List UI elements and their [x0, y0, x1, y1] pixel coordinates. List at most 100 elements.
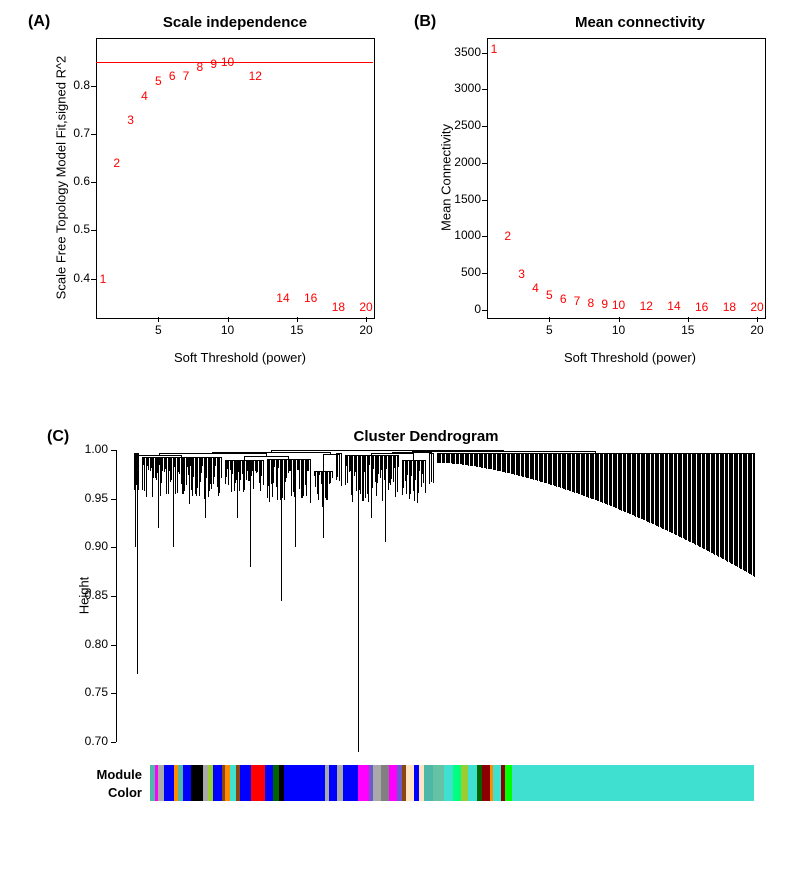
color-label: Color [82, 785, 142, 800]
data-point: 10 [221, 55, 234, 69]
data-point: 8 [197, 60, 204, 74]
panel-c-ytick [111, 693, 116, 694]
panel-c-ytick-label: 0.95 [74, 491, 108, 505]
y-tick-label: 0.6 [50, 174, 90, 188]
module-color-slice [381, 765, 389, 801]
panel-c-ytick-label: 1.00 [74, 442, 108, 456]
dendro-joiner-v [330, 452, 331, 454]
panel-c-ytick [111, 596, 116, 597]
dendro-joiner-h [212, 452, 330, 453]
dendro-joiner-h [412, 451, 596, 452]
module-label: Module [82, 767, 142, 782]
dendro-joiner-v [338, 454, 339, 455]
y-tick [482, 126, 487, 127]
module-color-slice [373, 765, 381, 801]
data-point: 9 [601, 297, 608, 311]
panel-b-title: Mean connectivity [560, 14, 720, 31]
module-color-slice [164, 765, 173, 801]
dendro-joiner-v [431, 452, 432, 453]
panel-b-xlabel: Soft Threshold (power) [560, 350, 700, 365]
data-point: 5 [546, 288, 553, 302]
y-tick [91, 182, 96, 183]
panel-c-ytick [111, 742, 116, 743]
x-tick-label: 15 [285, 323, 309, 337]
figure-root: (A) (B) (C) Scale independence Mean conn… [0, 0, 791, 870]
panel-c-ytick [111, 547, 116, 548]
y-tick [482, 89, 487, 90]
y-tick-label: 1500 [441, 192, 481, 206]
y-tick [482, 200, 487, 201]
data-point: 1 [100, 272, 107, 286]
y-tick-label: 2000 [441, 155, 481, 169]
module-color-slice [265, 765, 273, 801]
x-tick [158, 317, 159, 322]
dendro-leaf [754, 453, 755, 577]
dendro-joiner-h [159, 453, 266, 454]
data-point: 1 [491, 42, 498, 56]
panel-c-title: Cluster Dendrogram [316, 428, 536, 445]
x-tick [619, 317, 620, 322]
y-tick-label: 2500 [441, 118, 481, 132]
module-color-slice [493, 765, 501, 801]
dendro-leaf [138, 453, 139, 490]
y-tick-label: 0.8 [50, 78, 90, 92]
y-tick-label: 3000 [441, 81, 481, 95]
x-tick [228, 317, 229, 322]
module-color-slice [251, 765, 265, 801]
dendro-leaf [425, 460, 426, 493]
module-color-slice [389, 765, 397, 801]
dendro-joiner-h [323, 454, 338, 455]
dendro-joiner-v [413, 453, 414, 459]
dendro-joiner-h [392, 452, 430, 453]
data-point: 3 [518, 267, 525, 281]
x-tick [297, 317, 298, 322]
dendro-leaf [310, 459, 311, 503]
data-point: 8 [588, 296, 595, 310]
module-color-slice [482, 765, 490, 801]
y-tick [91, 279, 96, 280]
module-color-slice [433, 765, 444, 801]
y-tick [482, 236, 487, 237]
dendro-spike [385, 455, 386, 543]
y-tick [91, 230, 96, 231]
dendro-spike [371, 455, 372, 518]
module-color-slice [343, 765, 352, 801]
dendro-spike [237, 460, 238, 518]
panel-label-b: (B) [414, 13, 436, 31]
dendro-spike [205, 457, 206, 518]
data-point: 14 [276, 291, 289, 305]
dendro-joiner-h [371, 453, 413, 454]
dendro-spike [158, 457, 159, 528]
panel-c-ytick-label: 0.85 [74, 588, 108, 602]
y-tick-label: 1000 [441, 228, 481, 242]
dendro-leaf [341, 453, 342, 486]
dendro-leaf [332, 471, 333, 478]
data-point: 18 [723, 300, 736, 314]
data-point: 5 [155, 74, 162, 88]
panel-c-ytick-label: 0.75 [74, 685, 108, 699]
module-color-slice [284, 765, 325, 801]
dendro-joiner-v [323, 454, 324, 471]
x-tick [366, 317, 367, 322]
dendro-spike [358, 455, 359, 752]
data-point: 4 [532, 281, 539, 295]
dendro-joiner-v [503, 450, 504, 451]
dendro-spike [323, 471, 324, 537]
dendro-leaf [433, 453, 434, 483]
dendro-leaf [429, 453, 430, 484]
data-point: 2 [504, 229, 511, 243]
x-tick-label: 20 [745, 323, 769, 337]
dendro-spike [189, 457, 190, 504]
dendro-leaf [398, 455, 399, 467]
panel-label-a: (A) [28, 13, 50, 31]
panel-a-xlabel: Soft Threshold (power) [170, 350, 310, 365]
y-tick [482, 273, 487, 274]
x-tick-label: 5 [146, 323, 170, 337]
dendro-spike [137, 453, 138, 674]
module-color-slice [358, 765, 369, 801]
x-tick-label: 10 [607, 323, 631, 337]
module-color-slice [424, 765, 433, 801]
y-tick [482, 310, 487, 311]
data-point: 7 [183, 69, 190, 83]
data-point: 12 [640, 299, 653, 313]
